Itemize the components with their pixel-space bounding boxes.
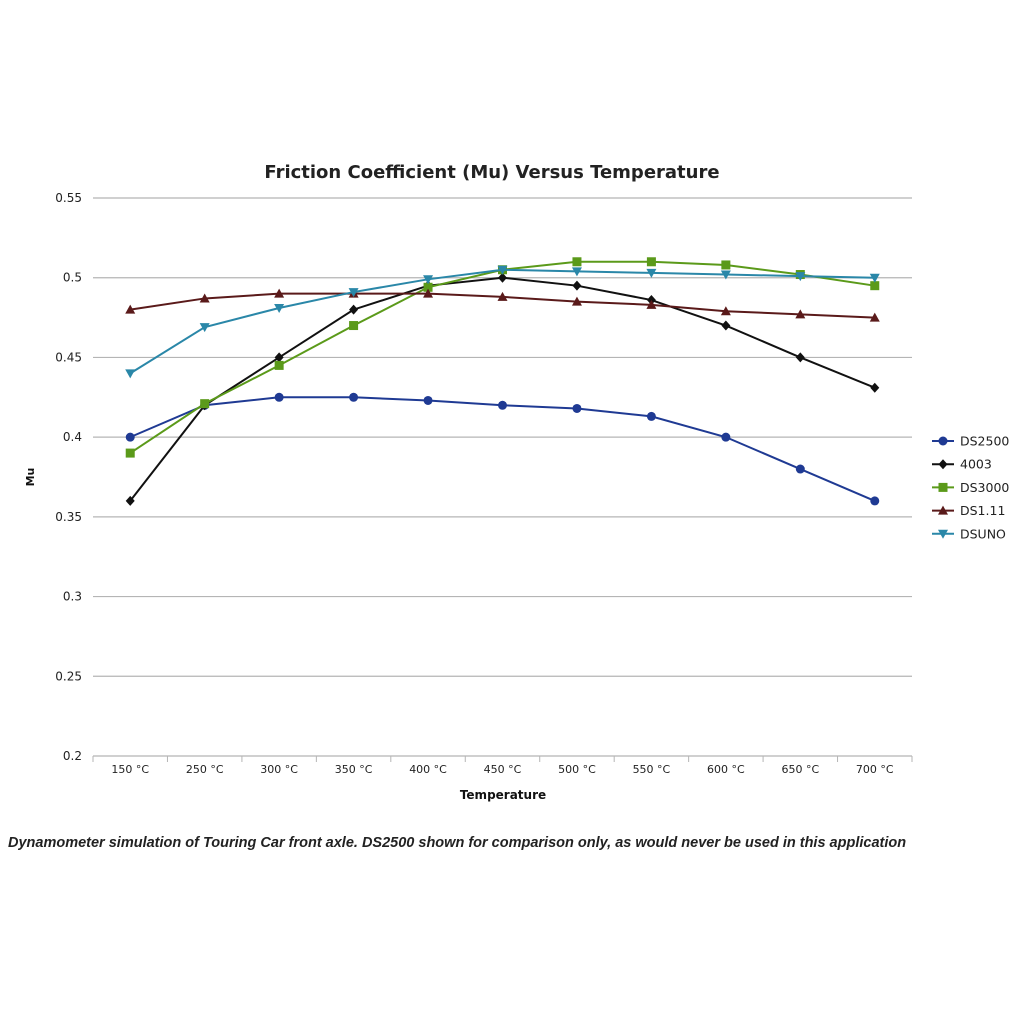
data-point	[423, 275, 434, 285]
data-point	[646, 257, 656, 267]
y-tick-label: 0.3	[63, 590, 82, 604]
x-tick-label: 550 °C	[633, 763, 671, 776]
data-point	[721, 432, 731, 442]
chart-caption: Dynamometer simulation of Touring Car fr…	[8, 835, 907, 851]
series-ds1-11	[125, 288, 880, 322]
data-point	[125, 369, 136, 379]
data-point	[498, 272, 507, 283]
legend-label: DS1.11	[960, 503, 1005, 518]
series-dsuno	[125, 265, 880, 379]
data-point	[572, 280, 582, 291]
data-point	[497, 291, 508, 301]
data-point	[646, 299, 657, 309]
series-line	[129, 396, 876, 502]
series-line	[129, 276, 876, 502]
legend-item: DS2500	[932, 434, 1009, 449]
data-point	[572, 403, 582, 413]
data-point	[423, 288, 434, 298]
legend-item: DSUNO	[932, 526, 1006, 541]
data-point	[349, 392, 359, 402]
x-tick-label: 150 °C	[111, 763, 149, 776]
y-tick-label: 0.35	[55, 510, 82, 524]
data-point	[497, 265, 508, 275]
y-axis-label: Mu	[24, 468, 37, 487]
x-tick-label: 700 °C	[856, 763, 894, 776]
data-point	[646, 268, 657, 278]
data-point	[795, 464, 805, 474]
data-point	[795, 309, 806, 319]
data-point	[274, 352, 284, 363]
x-axis-label: Temperature	[460, 788, 546, 802]
data-point	[349, 304, 359, 315]
y-tick-label: 0.5	[63, 271, 82, 285]
legend-marker	[938, 482, 948, 492]
data-point	[348, 288, 359, 298]
data-point	[870, 281, 880, 291]
legend-label: DS2500	[960, 434, 1009, 449]
x-tick-label: 600 °C	[707, 763, 745, 776]
data-point	[720, 270, 731, 280]
data-point	[571, 296, 582, 306]
legend-item: 4003	[932, 457, 992, 472]
x-tick-label: 300 °C	[260, 763, 298, 776]
data-point	[125, 495, 135, 506]
data-point	[423, 395, 433, 405]
y-tick-label: 0.45	[55, 350, 82, 364]
data-point	[721, 320, 731, 331]
legend-marker	[938, 436, 948, 446]
legend-marker	[938, 529, 948, 539]
x-tick-label: 450 °C	[484, 763, 522, 776]
x-tick-label: 350 °C	[335, 763, 373, 776]
data-point	[572, 257, 582, 267]
x-tick-label: 250 °C	[186, 763, 224, 776]
data-point	[870, 382, 880, 393]
data-point	[870, 496, 880, 506]
x-tick-label: 650 °C	[781, 763, 819, 776]
y-tick-label: 0.55	[55, 191, 82, 205]
data-point	[200, 399, 210, 409]
x-tick-label: 500 °C	[558, 763, 596, 776]
data-point	[349, 321, 359, 331]
data-point	[795, 272, 806, 282]
legend-marker	[938, 459, 948, 470]
data-point	[795, 352, 805, 363]
data-point	[423, 282, 433, 292]
legend-item: DS3000	[932, 480, 1009, 495]
series-ds2500	[125, 392, 880, 506]
data-point	[869, 312, 880, 322]
data-point	[646, 411, 656, 421]
series-4003	[125, 272, 880, 506]
legend-marker	[938, 505, 948, 515]
data-point	[869, 273, 880, 283]
legend-label: 4003	[960, 457, 992, 472]
legend-label: DS3000	[960, 480, 1009, 495]
data-point	[199, 293, 210, 303]
data-point	[125, 448, 135, 458]
x-tick-label: 400 °C	[409, 763, 447, 776]
legend-item: DS1.11	[932, 503, 1005, 518]
data-point	[721, 260, 731, 270]
y-tick-label: 0.25	[55, 669, 82, 683]
chart-title: Friction Coefficient (Mu) Versus Tempera…	[264, 162, 719, 183]
legend-label: DSUNO	[960, 526, 1006, 541]
data-point	[720, 306, 731, 316]
y-tick-label: 0.4	[63, 430, 82, 444]
data-point	[274, 288, 285, 298]
y-tick-label: 0.2	[63, 749, 82, 763]
data-point	[274, 360, 284, 370]
data-point	[199, 323, 210, 333]
data-point	[274, 392, 284, 402]
data-point	[125, 432, 135, 442]
data-point	[571, 267, 582, 277]
data-point	[274, 304, 285, 314]
data-point	[498, 400, 507, 410]
data-point	[125, 304, 136, 314]
